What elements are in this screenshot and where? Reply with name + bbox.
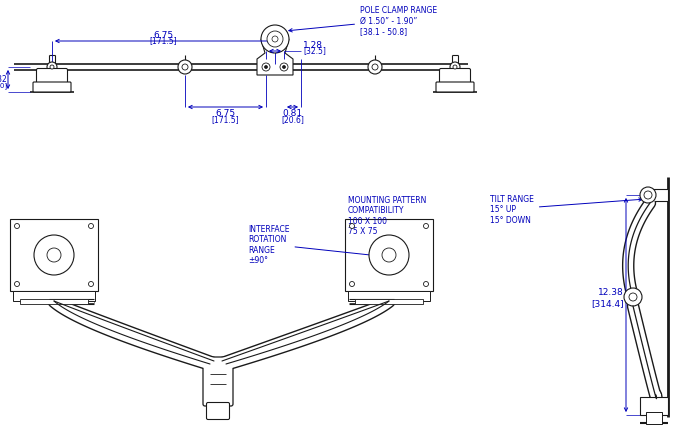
Circle shape	[267, 32, 283, 48]
Text: [59.0]: [59.0]	[0, 83, 7, 89]
Circle shape	[283, 66, 286, 69]
Circle shape	[640, 187, 656, 204]
Bar	[20, 299, 88, 304]
Circle shape	[350, 224, 354, 229]
Circle shape	[14, 282, 19, 287]
Bar	[10, 219, 98, 291]
Circle shape	[369, 236, 409, 275]
Circle shape	[50, 66, 54, 70]
FancyBboxPatch shape	[203, 357, 233, 406]
Circle shape	[453, 66, 457, 70]
Circle shape	[368, 61, 382, 75]
Circle shape	[624, 288, 642, 306]
Circle shape	[424, 282, 429, 287]
Text: INTERFACE
ROTATION
RANGE
±90°: INTERFACE ROTATION RANGE ±90°	[248, 225, 385, 265]
Text: 1.28: 1.28	[303, 40, 323, 49]
Circle shape	[34, 236, 74, 275]
Bar	[348, 291, 430, 301]
Circle shape	[178, 61, 192, 75]
FancyBboxPatch shape	[36, 69, 67, 86]
Text: [32.5]: [32.5]	[303, 46, 326, 55]
FancyBboxPatch shape	[436, 83, 474, 93]
Polygon shape	[257, 40, 293, 76]
Circle shape	[382, 248, 396, 262]
Text: TILT RANGE
15° UP
15° DOWN: TILT RANGE 15° UP 15° DOWN	[490, 195, 642, 224]
Circle shape	[644, 192, 652, 199]
Circle shape	[272, 37, 278, 43]
Bar	[13, 291, 95, 301]
Circle shape	[89, 224, 94, 229]
Text: 6.75: 6.75	[215, 109, 235, 118]
Circle shape	[629, 294, 637, 301]
Text: 2.32: 2.32	[0, 75, 7, 84]
Text: [171.5]: [171.5]	[150, 36, 178, 46]
Circle shape	[261, 26, 289, 54]
Circle shape	[450, 63, 460, 73]
Bar	[646, 412, 662, 424]
FancyBboxPatch shape	[440, 69, 471, 86]
Circle shape	[372, 65, 378, 71]
Circle shape	[280, 64, 288, 72]
Circle shape	[89, 282, 94, 287]
FancyBboxPatch shape	[206, 403, 230, 420]
Circle shape	[262, 64, 270, 72]
Bar	[646, 190, 668, 201]
Circle shape	[47, 63, 57, 73]
Text: [171.5]: [171.5]	[212, 115, 239, 124]
Bar	[345, 219, 433, 291]
Text: 0.81: 0.81	[283, 109, 303, 118]
Circle shape	[350, 282, 354, 287]
Bar	[355, 299, 423, 304]
Circle shape	[424, 224, 429, 229]
Circle shape	[182, 65, 188, 71]
FancyBboxPatch shape	[33, 83, 71, 93]
Text: 12.38
[314.4]: 12.38 [314.4]	[592, 288, 624, 307]
Text: [20.6]: [20.6]	[281, 115, 304, 124]
Text: 6.75: 6.75	[153, 30, 173, 40]
Circle shape	[14, 224, 19, 229]
Circle shape	[264, 66, 268, 69]
Bar	[640, 397, 668, 415]
Text: POLE CLAMP RANGE
Ø 1.50” - 1.90”
[38.1 - 50.8]: POLE CLAMP RANGE Ø 1.50” - 1.90” [38.1 -…	[289, 6, 437, 36]
Text: MOUNTING PATTERN
COMPATIBILITY
100 X 100
75 X 75: MOUNTING PATTERN COMPATIBILITY 100 X 100…	[348, 196, 427, 244]
Circle shape	[47, 248, 61, 262]
